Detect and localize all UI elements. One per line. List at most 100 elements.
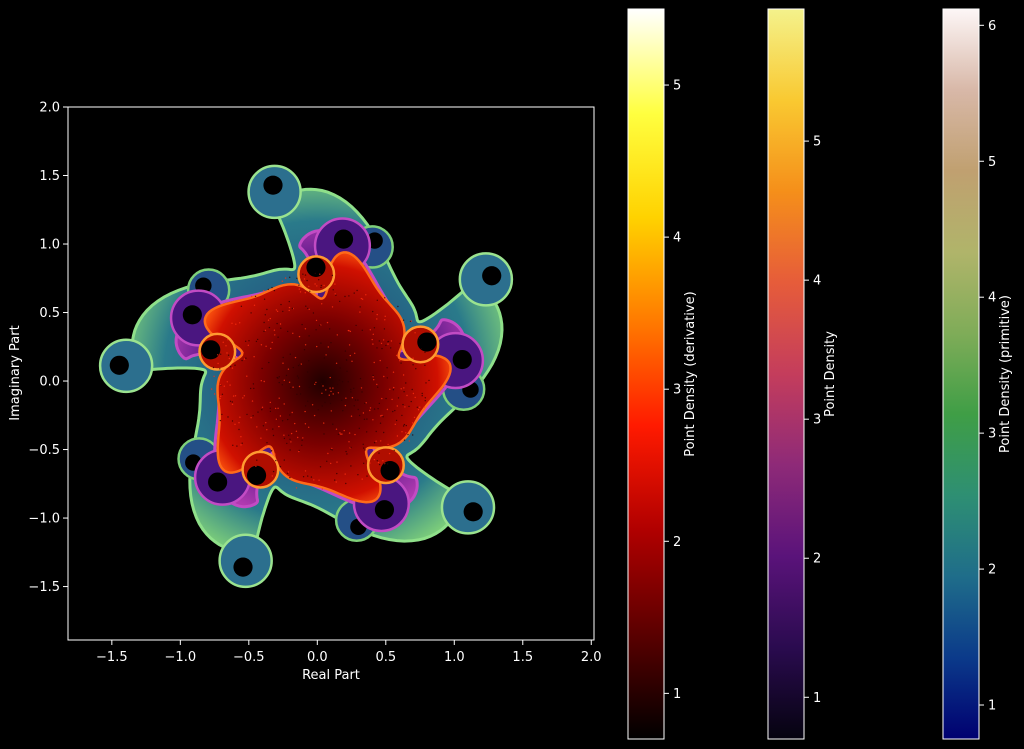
derivative-density-speck — [235, 395, 236, 396]
derivative-density-speck — [221, 414, 222, 415]
derivative-density-speck — [359, 428, 360, 429]
derivative-density-speck — [352, 397, 353, 398]
colorbar-tick-label: 1 — [673, 687, 681, 702]
derivative-density-speck — [336, 363, 337, 364]
derivative-density-speck — [301, 363, 302, 364]
derivative-density-speck — [345, 451, 346, 452]
derivative-density-speck — [248, 345, 249, 346]
derivative-density-speck — [332, 387, 333, 388]
derivative-density-speck — [387, 377, 388, 378]
derivative-density-speck — [340, 367, 341, 368]
derivative-density-speck — [232, 367, 233, 368]
derivative-density-speck — [424, 352, 425, 353]
derivative-density-speck — [257, 339, 258, 340]
derivative-density-speck — [250, 388, 251, 389]
derivative-density-speck — [299, 336, 300, 337]
derivative-density-speck — [342, 381, 343, 382]
derivative-density-speck — [304, 278, 305, 279]
derivative-density-speck — [251, 296, 252, 297]
derivative-density-speck — [345, 483, 346, 484]
derivative-density-speck — [384, 328, 385, 329]
derivative-density-speck — [232, 401, 233, 402]
derivative-density-speck — [357, 474, 358, 475]
derivative-density-speck — [372, 339, 373, 340]
derivative-density-speck — [405, 382, 406, 383]
derivative-density-speck — [282, 281, 283, 282]
x-tick-label: −0.5 — [233, 650, 265, 665]
derivative-density-speck — [280, 323, 281, 324]
derivative-density-speck — [308, 335, 309, 336]
derivative-density-speck — [409, 440, 410, 441]
derivative-density-speck — [332, 275, 333, 276]
derivative-density-speck — [355, 325, 356, 326]
primitive-density-loop-hole — [110, 356, 129, 375]
derivative-density-speck — [370, 329, 371, 330]
derivative-density-speck — [242, 397, 243, 398]
derivative-density-speck — [376, 431, 377, 432]
derivative-density-speck — [413, 393, 414, 394]
derivative-density-speck — [359, 311, 360, 312]
derivative-density-speck — [252, 415, 253, 416]
derivative-density-speck — [383, 463, 384, 464]
derivative-density-speck — [374, 362, 375, 363]
derivative-density-speck — [370, 407, 371, 408]
derivative-density-speck — [345, 405, 346, 406]
derivative-density-speck — [403, 320, 404, 321]
derivative-density-speck — [408, 406, 409, 407]
derivative-density-speck — [302, 437, 303, 438]
x-tick-label: 2.0 — [581, 650, 602, 665]
derivative-density-speck — [264, 381, 265, 382]
derivative-density-speck — [329, 395, 330, 396]
derivative-density-speck — [387, 463, 388, 464]
derivative-density-speck — [393, 372, 394, 373]
density-loop-hole — [183, 305, 202, 324]
derivative-density-speck — [257, 411, 258, 412]
derivative-density-loop-hole — [306, 258, 325, 277]
derivative-density-speck — [289, 449, 290, 450]
derivative-density-speck — [374, 408, 375, 409]
derivative-density-speck — [349, 344, 350, 345]
derivative-density-speck — [389, 389, 390, 390]
derivative-density-speck — [227, 416, 228, 417]
derivative-density-speck — [401, 431, 402, 432]
derivative-density-speck — [327, 453, 328, 454]
derivative-density-speck — [357, 399, 358, 400]
colorbar-tick-label: 2 — [988, 563, 996, 578]
derivative-density-speck — [404, 406, 405, 407]
derivative-density-speck — [266, 442, 267, 443]
derivative-density-speck — [272, 342, 273, 343]
derivative-density-speck — [318, 409, 319, 410]
derivative-density-speck — [290, 354, 291, 355]
derivative-density-speck — [296, 487, 297, 488]
derivative-density-speck — [384, 297, 385, 298]
derivative-density-speck — [419, 407, 420, 408]
derivative-density-speck — [309, 291, 310, 292]
derivative-density-speck — [422, 395, 423, 396]
derivative-density-speck — [397, 435, 398, 436]
colorbar-gradient — [768, 9, 804, 739]
derivative-density-speck — [307, 371, 308, 372]
colorbar-tick-label: 6 — [988, 19, 996, 34]
derivative-density-speck — [396, 420, 397, 421]
derivative-density-speck — [412, 389, 413, 390]
derivative-density-speck — [414, 417, 415, 418]
derivative-density-speck — [255, 466, 256, 467]
colorbar-tick-label: 1 — [813, 691, 821, 706]
derivative-density-speck — [228, 355, 229, 356]
derivative-density-speck — [309, 387, 310, 388]
derivative-density-speck — [345, 350, 346, 351]
derivative-density-speck — [316, 346, 317, 347]
derivative-density-speck — [424, 406, 425, 407]
derivative-density-speck — [265, 314, 266, 315]
derivative-density-speck — [376, 347, 377, 348]
derivative-density-loop-hole — [417, 332, 436, 351]
derivative-density-speck — [381, 348, 382, 349]
derivative-density-speck — [234, 424, 235, 425]
derivative-density-speck — [224, 386, 225, 387]
derivative-density-speck — [284, 459, 285, 460]
derivative-density-speck — [377, 408, 378, 409]
derivative-density-speck — [308, 360, 309, 361]
derivative-density-speck — [339, 301, 340, 302]
derivative-density-speck — [334, 479, 335, 480]
